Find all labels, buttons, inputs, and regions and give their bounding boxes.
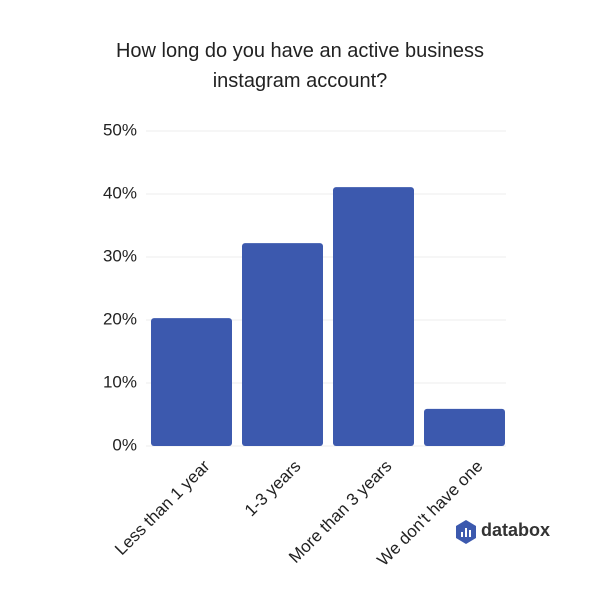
y-tick-label: 20%: [103, 309, 137, 328]
y-tick-label: 50%: [103, 120, 137, 139]
chart-title: How long do you have an active business …: [115, 40, 484, 92]
x-tick-label: 1-3 years: [241, 457, 305, 521]
bar: [151, 318, 232, 446]
y-tick-label: 30%: [103, 246, 137, 265]
brand-name: databox: [481, 520, 550, 540]
y-tick-label: 40%: [103, 183, 137, 202]
bar: [333, 187, 414, 446]
y-tick-label: 10%: [103, 372, 137, 391]
bar: [242, 243, 323, 446]
brand-logo: [456, 520, 476, 544]
y-tick-label: 0%: [112, 435, 137, 454]
bar: [424, 408, 505, 446]
x-tick-label: Less than 1 year: [111, 456, 214, 559]
